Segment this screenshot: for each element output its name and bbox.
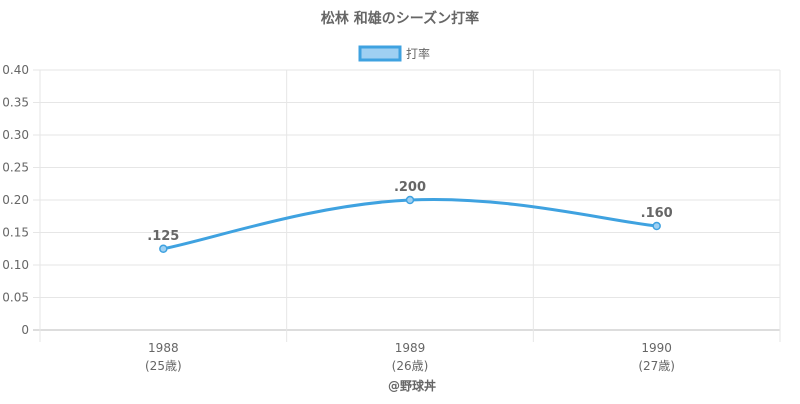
- y-tick-label: 0.20: [2, 193, 29, 207]
- legend-label: 打率: [406, 46, 430, 61]
- y-tick-label: 0.05: [2, 291, 29, 305]
- x-tick-label: 1989: [395, 341, 426, 355]
- y-tick-label: 0.10: [2, 258, 29, 272]
- x-tick-sublabel: (27歳): [638, 359, 675, 373]
- x-tick-label: 1990: [641, 341, 672, 355]
- y-tick-label: 0.15: [2, 226, 29, 240]
- chart-title: 松林 和雄のシーズン打率: [321, 10, 479, 27]
- y-tick-label: 0: [21, 323, 29, 337]
- footer-credit: @野球丼: [388, 378, 436, 393]
- y-tick-label: 0.30: [2, 128, 29, 142]
- y-tick-label: 0.25: [2, 161, 29, 175]
- data-label: .125: [147, 229, 179, 244]
- series-layer: [159, 195, 661, 253]
- data-labels: .125 .200 .160: [147, 180, 672, 244]
- x-tick-label: 1988: [148, 341, 179, 355]
- x-tick-sublabel: (26歳): [392, 359, 429, 373]
- data-point: [652, 221, 661, 231]
- data-point: [159, 244, 168, 253]
- x-tick-sublabel: (25歳): [145, 359, 182, 373]
- y-tick-label: 0.40: [2, 63, 29, 77]
- y-tick-label: 0.35: [2, 96, 29, 110]
- data-label: .200: [394, 180, 426, 195]
- data-label: .160: [641, 206, 673, 221]
- legend-swatch: [358, 45, 402, 62]
- axes: 0 0.05 0.10 0.15 0.20 0.25 0.30 0.35 0.40 1988 (25…: [2, 63, 675, 373]
- series-line: [163, 197, 657, 251]
- data-point: [405, 195, 415, 205]
- legend[interactable]: 打率: [358, 45, 430, 62]
